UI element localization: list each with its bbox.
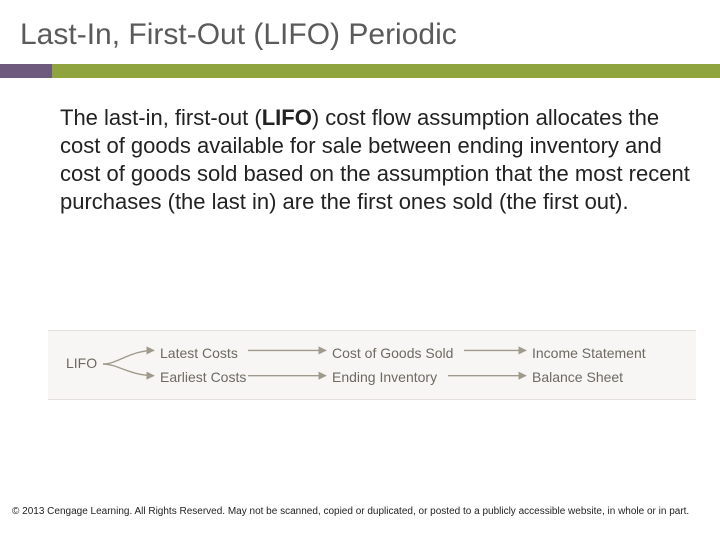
label-latest-costs: Latest Costs: [160, 345, 238, 361]
diagram-source-label: LIFO: [66, 355, 97, 371]
label-income-statement: Income Statement: [532, 345, 646, 361]
lifo-flow-diagram: LIFO Latest Costs Earliest Costs Cost of…: [48, 330, 696, 400]
accent-bar-right: [52, 64, 720, 78]
fork-arrow-top: [103, 350, 154, 364]
fork-arrow-bottom: [103, 364, 154, 376]
accent-bar: [0, 64, 720, 78]
diagram-arrows: [48, 331, 696, 399]
slide-title: Last-In, First-Out (LIFO) Periodic: [0, 0, 720, 64]
body-paragraph: The last-in, first-out (LIFO) cost flow …: [0, 78, 720, 217]
body-bold: LIFO: [262, 105, 312, 130]
body-pre: The last-in, first-out (: [60, 105, 262, 130]
label-cogs: Cost of Goods Sold: [332, 345, 453, 361]
copyright-text: © 2013 Cengage Learning. All Rights Rese…: [12, 506, 708, 519]
accent-bar-left: [0, 64, 52, 78]
label-balance-sheet: Balance Sheet: [532, 369, 623, 385]
label-earliest-costs: Earliest Costs: [160, 369, 246, 385]
label-ending-inventory: Ending Inventory: [332, 369, 437, 385]
